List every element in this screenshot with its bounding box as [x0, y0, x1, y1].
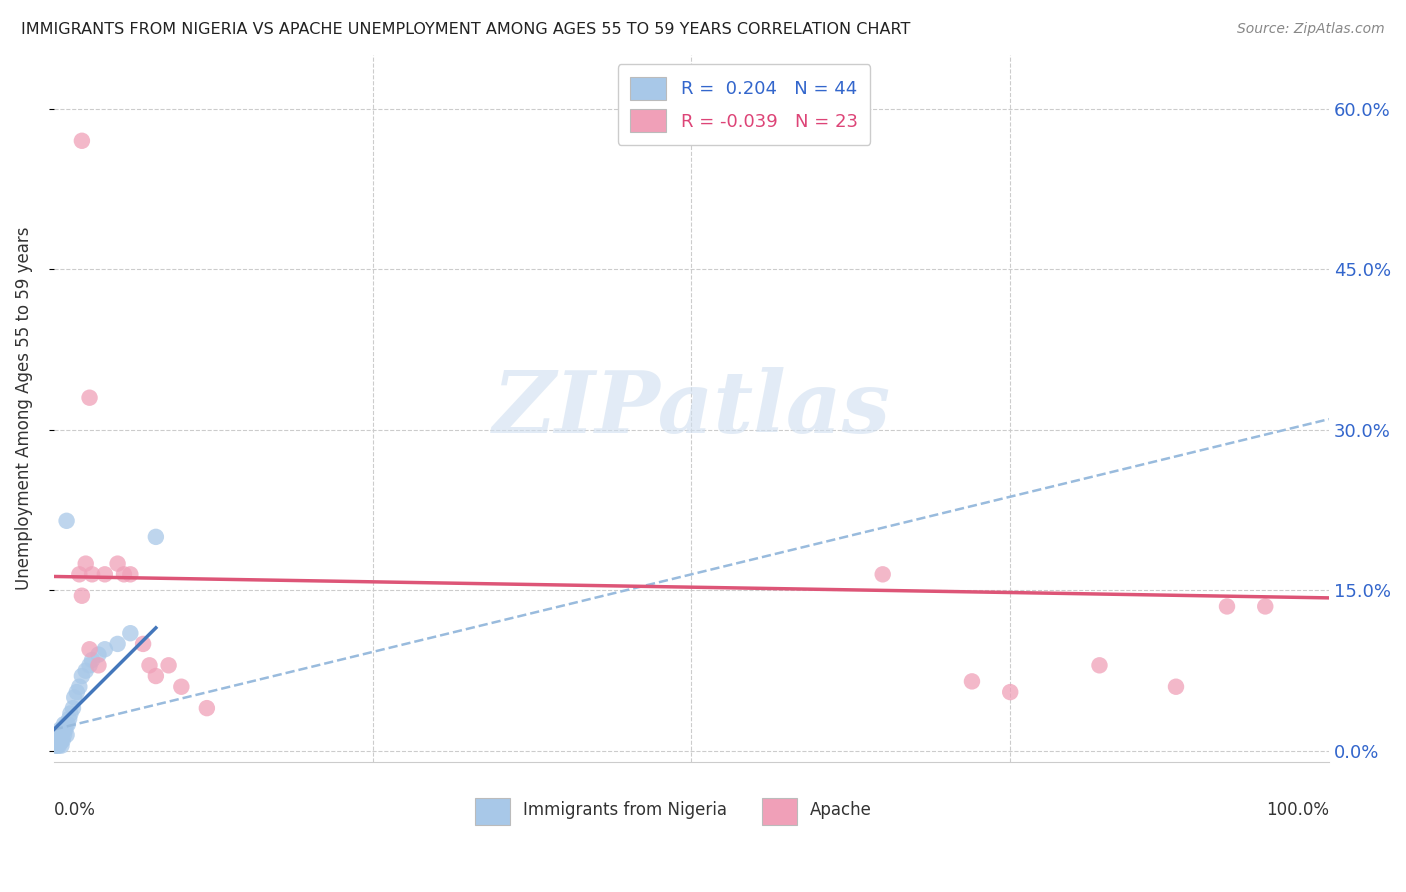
Point	[195, 701, 218, 715]
Point	[59, 706, 82, 721]
Point	[145, 530, 167, 544]
Point	[53, 723, 76, 737]
Point	[53, 728, 76, 742]
Point	[62, 701, 84, 715]
Point	[960, 674, 983, 689]
Point	[79, 391, 101, 405]
Point	[45, 735, 67, 749]
Y-axis label: Unemployment Among Ages 55 to 59 years: Unemployment Among Ages 55 to 59 years	[15, 227, 32, 591]
Point	[1088, 658, 1111, 673]
Point	[45, 733, 67, 747]
Point	[1216, 599, 1239, 614]
Point	[1164, 680, 1187, 694]
Point	[87, 658, 110, 673]
Point	[120, 567, 142, 582]
Point	[107, 637, 129, 651]
Point	[48, 728, 70, 742]
Point	[45, 739, 67, 753]
Point	[80, 567, 103, 582]
Point	[70, 134, 93, 148]
Point	[49, 735, 72, 749]
Point	[63, 690, 86, 705]
Point	[75, 664, 97, 678]
Text: 100.0%: 100.0%	[1265, 800, 1329, 819]
Point	[145, 669, 167, 683]
Point	[48, 733, 70, 747]
Point	[45, 728, 67, 742]
Point	[48, 739, 70, 753]
Point	[70, 669, 93, 683]
Bar	[762, 798, 797, 825]
Point	[1254, 599, 1277, 614]
Point	[138, 658, 160, 673]
Point	[87, 648, 110, 662]
Point	[79, 658, 101, 673]
Text: Apache: Apache	[810, 800, 872, 819]
Point	[70, 589, 93, 603]
Bar	[475, 798, 510, 825]
Point	[120, 626, 142, 640]
Point	[44, 728, 66, 742]
Point	[67, 680, 90, 694]
Text: ZIPatlas: ZIPatlas	[492, 367, 890, 450]
Point	[52, 723, 75, 737]
Point	[56, 717, 79, 731]
Point	[46, 733, 69, 747]
Point	[58, 712, 80, 726]
Point	[94, 567, 117, 582]
Point	[44, 733, 66, 747]
Point	[80, 653, 103, 667]
Text: 0.0%: 0.0%	[53, 800, 96, 819]
Point	[51, 728, 73, 742]
Point	[170, 680, 193, 694]
Point	[49, 723, 72, 737]
Point	[49, 731, 72, 745]
Point	[46, 739, 69, 753]
Point	[66, 685, 89, 699]
Point	[51, 733, 73, 747]
Point	[52, 733, 75, 747]
Point	[112, 567, 135, 582]
Point	[75, 557, 97, 571]
Text: Immigrants from Nigeria: Immigrants from Nigeria	[523, 800, 727, 819]
Point	[107, 557, 129, 571]
Point	[46, 736, 69, 750]
Point	[67, 567, 90, 582]
Point	[1000, 685, 1022, 699]
Point	[44, 739, 66, 753]
Point	[55, 717, 77, 731]
Text: Source: ZipAtlas.com: Source: ZipAtlas.com	[1237, 22, 1385, 37]
Point	[46, 730, 69, 744]
Point	[53, 717, 76, 731]
Point	[94, 642, 117, 657]
Point	[872, 567, 894, 582]
Point	[45, 731, 67, 745]
Point	[55, 728, 77, 742]
Point	[79, 642, 101, 657]
Legend: R =  0.204   N = 44, R = -0.039   N = 23: R = 0.204 N = 44, R = -0.039 N = 23	[617, 64, 870, 145]
Point	[55, 514, 77, 528]
Point	[157, 658, 180, 673]
Point	[132, 637, 155, 651]
Point	[51, 739, 73, 753]
Text: IMMIGRANTS FROM NIGERIA VS APACHE UNEMPLOYMENT AMONG AGES 55 TO 59 YEARS CORRELA: IMMIGRANTS FROM NIGERIA VS APACHE UNEMPL…	[21, 22, 911, 37]
